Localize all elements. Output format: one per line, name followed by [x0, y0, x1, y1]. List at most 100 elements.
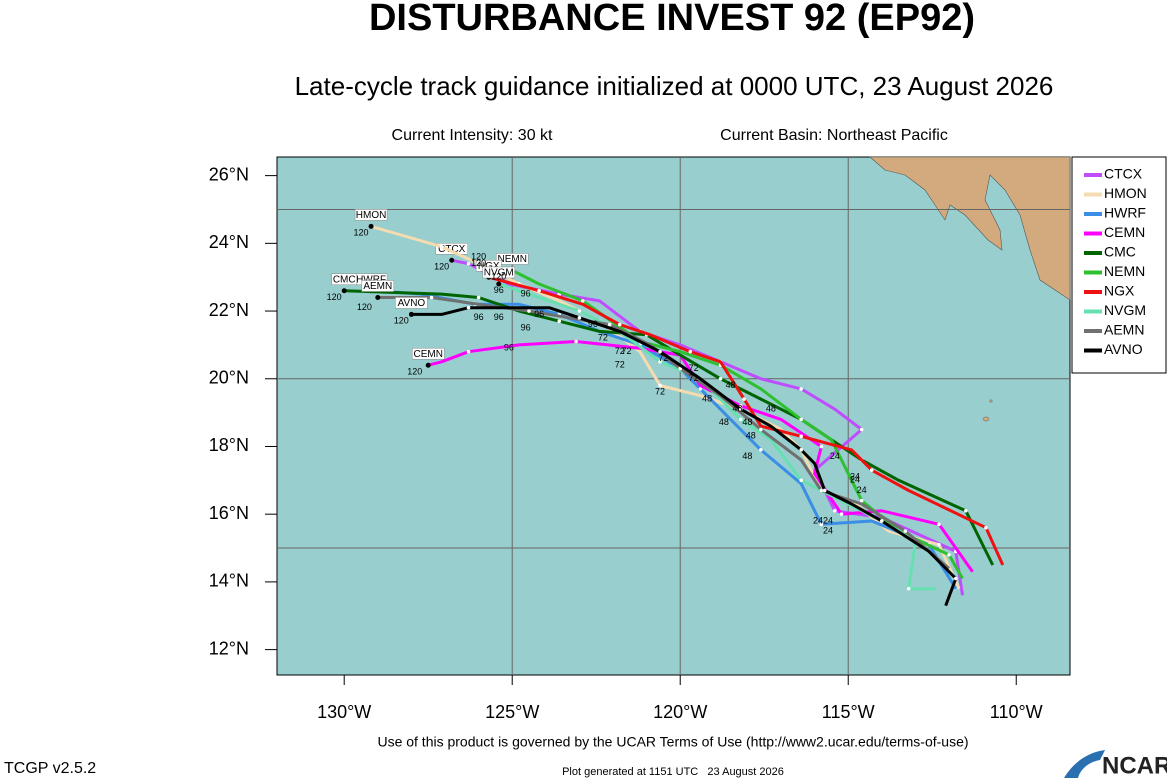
legend-label: HWRF [1104, 205, 1146, 221]
track-point [738, 407, 743, 412]
basin: Current Basin: Northeast Pacific [720, 127, 948, 144]
hour-label: 24 [813, 515, 823, 525]
x-tick-label: 130°W [317, 702, 371, 722]
track-point [742, 397, 746, 401]
hour-label: 96 [521, 288, 531, 298]
hour-label: 24 [823, 515, 833, 525]
hour-label: 120 [353, 228, 368, 238]
hour-label: 48 [732, 404, 742, 414]
hour-label: 96 [521, 322, 531, 332]
track-point [607, 322, 612, 327]
legend-label: NGX [1104, 283, 1135, 299]
track-point [658, 349, 662, 354]
track-point [698, 387, 703, 391]
track-end [496, 281, 502, 287]
y-tick-label: 12°N [209, 638, 249, 658]
hour-label: 24 [850, 471, 860, 481]
legend-label: CMC [1104, 244, 1136, 260]
track-point [859, 427, 864, 432]
track-point [527, 309, 531, 313]
track-point [799, 478, 803, 483]
track-name-box [354, 209, 388, 221]
hour-label: 120 [491, 272, 506, 282]
track-point [557, 319, 562, 324]
logo-mark [1064, 750, 1105, 778]
legend-label: HMON [1104, 185, 1147, 201]
track-point [953, 576, 958, 581]
legend-label: AEMN [1104, 322, 1144, 338]
hour-label: 48 [746, 431, 756, 441]
hour-label: 72 [615, 346, 625, 356]
hour-label: 120 [471, 251, 486, 261]
track-point [537, 288, 541, 293]
track-name: NEMN [497, 254, 526, 265]
hour-label: 48 [719, 417, 729, 427]
x-tick-label: 125°W [485, 702, 539, 722]
track-point [799, 417, 803, 422]
hour-label: 48 [702, 393, 712, 403]
track-end [368, 223, 374, 229]
track-point [574, 339, 578, 344]
track-point [738, 417, 743, 422]
track-name: NVGM [484, 268, 514, 279]
x-tick-label: 115°W [822, 702, 875, 722]
y-tick-label: 16°N [209, 503, 249, 523]
generated: Plot generated at 1151 UTC 23 August 202… [562, 766, 784, 778]
x-tick-label: 120°W [653, 702, 707, 722]
legend-label: AVNO [1104, 341, 1143, 357]
track-name-box [361, 280, 395, 292]
track-name-box [482, 266, 516, 279]
track-end [375, 295, 381, 301]
track-point [658, 383, 662, 388]
track-name: AEMN [363, 281, 392, 292]
hour-label: 72 [598, 333, 608, 343]
track-point [859, 498, 864, 503]
hour-label: 24 [823, 525, 833, 535]
track-point [819, 488, 824, 493]
hour-label: 96 [504, 343, 514, 353]
track [344, 289, 995, 566]
track-point [476, 295, 481, 300]
hour-label: 24 [830, 451, 840, 461]
ocean [276, 156, 1071, 676]
version: TCGP v2.5.2 [4, 760, 96, 777]
hour-label: 48 [742, 417, 752, 427]
y-tick-label: 14°N [209, 571, 249, 591]
track-point [906, 586, 911, 591]
track-point [718, 376, 723, 381]
track-name: AVNO [398, 298, 426, 309]
track-point [937, 542, 941, 547]
legend-label: CTCX [1104, 166, 1143, 182]
intensity: Current Intensity: 30 kt [392, 127, 554, 144]
track-name-box [435, 243, 468, 255]
track-end [425, 362, 431, 368]
hour-label: 48 [766, 404, 776, 414]
hour-label: 72 [689, 363, 699, 373]
track-end [449, 257, 455, 263]
hour-label: 24 [850, 475, 860, 485]
hour-label: 120 [357, 302, 372, 312]
track-name-box [495, 253, 529, 265]
island [989, 399, 993, 403]
track-point [869, 468, 874, 472]
track-point [937, 522, 941, 527]
track-name: CEMN [413, 349, 442, 360]
land [869, 156, 1071, 301]
y-tick-label: 26°N [209, 164, 249, 184]
track-name: CMC [333, 274, 356, 285]
hour-label: 72 [689, 373, 699, 383]
track-point [880, 519, 884, 523]
track-point [678, 366, 683, 371]
hour-label: 72 [655, 387, 665, 397]
y-tick-label: 22°N [209, 300, 249, 320]
legend-label: NVGM [1104, 302, 1146, 318]
logo: NCAR [1102, 752, 1167, 779]
track-point [964, 508, 968, 513]
track-point [832, 508, 837, 513]
track-name-box [411, 347, 445, 360]
track-point [466, 305, 471, 310]
y-tick-label: 18°N [209, 435, 249, 455]
track-name: HMON [356, 210, 387, 221]
hour-label: 72 [615, 360, 625, 370]
